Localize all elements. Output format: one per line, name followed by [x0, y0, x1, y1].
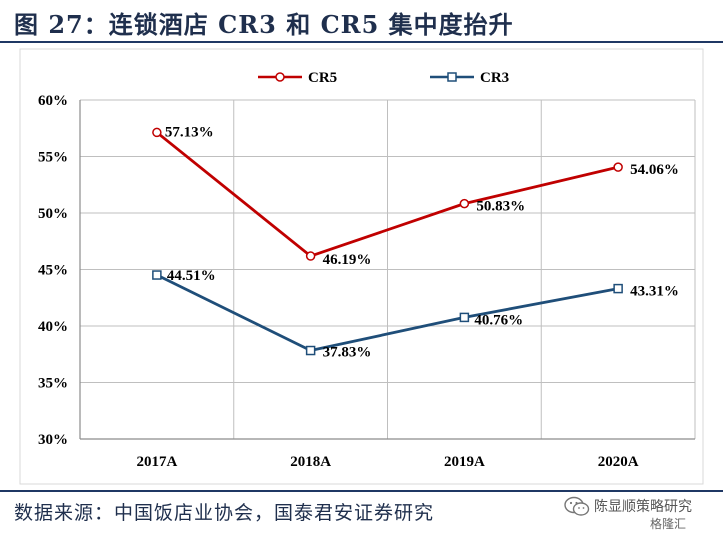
figure-header: 图 27：连锁酒店 CR3 和 CR5 集中度抬升 [0, 0, 723, 43]
watermark: 陈显顺策略研究 格隆汇 [558, 494, 720, 532]
figure-title: 图 27：连锁酒店 CR3 和 CR5 集中度抬升 [14, 10, 514, 39]
source-note: 数据来源：中国饭店业协会，国泰君安证券研究 [14, 502, 435, 524]
data-point-cr5 [152, 127, 162, 138]
footer-divider [0, 490, 723, 492]
y-tick-label: 40% [38, 319, 68, 335]
data-label: 37.83% [323, 345, 372, 361]
series-line-cr3 [156, 273, 619, 352]
data-label: 43.31% [630, 284, 679, 300]
watermark-name: 陈显顺策略研究 [594, 499, 692, 515]
y-tick-label: 30% [38, 432, 68, 448]
y-tick-label: 55% [38, 150, 68, 166]
data-point-cr5 [305, 251, 316, 261]
data-point-cr3 [152, 270, 162, 280]
data-label: 50.83% [476, 199, 525, 215]
y-tick-label: 50% [38, 206, 68, 222]
y-tick-label: 35% [38, 376, 68, 392]
series-layer [152, 127, 623, 356]
line-chart: 30% 35% 40% 45% 50% 55% 60% 2017A 2018A 2019A 2020… [19, 48, 704, 485]
series-line-cr5 [155, 131, 619, 258]
x-tick-label: 2018A [290, 454, 331, 470]
data-point-cr5 [613, 162, 623, 172]
y-tick-label: 45% [38, 263, 68, 279]
watermark-site: 格隆汇 [650, 517, 687, 531]
data-point-cr3 [459, 312, 470, 323]
data-label: 46.19% [323, 252, 372, 268]
title-divider [0, 41, 723, 43]
y-tick-label: 60% [38, 93, 68, 109]
chart-frame [19, 48, 704, 485]
x-tick-label: 2020A [598, 454, 639, 470]
data-label: 40.76% [474, 312, 523, 328]
legend-marker [447, 72, 457, 82]
wechat-logo-icon [564, 496, 590, 516]
legend-label: CR5 [308, 70, 337, 86]
data-point-cr3 [613, 283, 623, 294]
data-label: 54.06% [630, 162, 679, 178]
data-label-layer: 57.13% 46.19% 50.83% 54.06% 44.51% 37.83% 40.7… [165, 124, 679, 360]
data-label: 44.51% [167, 268, 216, 284]
data-label: 57.13% [165, 124, 214, 140]
legend: CR5 CR3 [258, 70, 509, 86]
data-point-cr5 [459, 198, 470, 209]
data-point-cr3 [305, 345, 316, 356]
x-tick-label: 2019A [444, 454, 485, 470]
x-tick-label: 2017A [136, 454, 177, 470]
legend-label: CR3 [480, 70, 509, 86]
legend-marker [275, 72, 285, 82]
axis-layer: 30% 35% 40% 45% 50% 55% 60% 2017A 2018A 2019A 2020… [38, 93, 695, 470]
